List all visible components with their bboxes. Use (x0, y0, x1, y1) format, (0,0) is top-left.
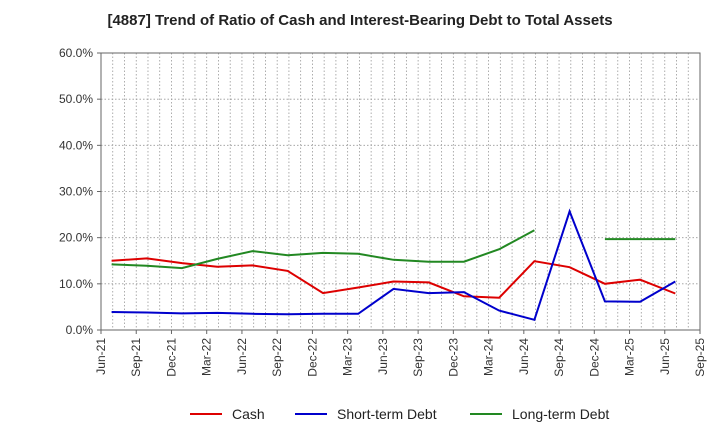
y-tick-label: 20.0% (59, 231, 93, 245)
y-tick-label: 30.0% (59, 185, 93, 199)
x-tick-label: Dec-23 (446, 338, 460, 377)
x-tick-label: Mar-25 (623, 338, 637, 376)
x-tick-label: Sep-25 (693, 338, 707, 377)
y-tick-label: 0.0% (66, 323, 94, 337)
chart-title: [4887] Trend of Ratio of Cash and Intere… (107, 12, 613, 29)
x-tick-label: Mar-23 (341, 338, 355, 376)
legend-label: Short-term Debt (337, 406, 437, 422)
x-tick-label: Jun-24 (517, 338, 531, 375)
x-tick-label: Jun-25 (658, 338, 672, 375)
x-tick-label: Dec-21 (164, 338, 178, 377)
x-tick-label: Sep-24 (552, 338, 566, 377)
x-tick-label: Mar-22 (200, 338, 214, 376)
plot-area (101, 53, 700, 330)
x-tick-label: Jun-23 (376, 338, 390, 375)
legend-label: Cash (232, 406, 265, 422)
y-tick-label: 40.0% (59, 138, 93, 152)
x-tick-label: Dec-24 (587, 338, 601, 377)
y-tick-label: 50.0% (59, 92, 93, 106)
x-tick-label: Sep-21 (129, 338, 143, 377)
x-tick-label: Dec-22 (305, 338, 319, 377)
series-line-long-term-debt (111, 229, 676, 270)
y-tick-label: 60.0% (59, 46, 93, 60)
x-tick-label: Jun-22 (235, 338, 249, 375)
y-tick-label: 10.0% (59, 277, 93, 291)
x-tick-label: Sep-22 (270, 338, 284, 377)
legend-label: Long-term Debt (512, 406, 609, 422)
x-tick-label: Mar-24 (482, 338, 496, 376)
series-line-cash (111, 257, 676, 299)
x-tick-label: Jun-21 (94, 338, 108, 375)
series-line-short-term-debt (111, 208, 676, 322)
x-tick-label: Sep-23 (411, 338, 425, 377)
